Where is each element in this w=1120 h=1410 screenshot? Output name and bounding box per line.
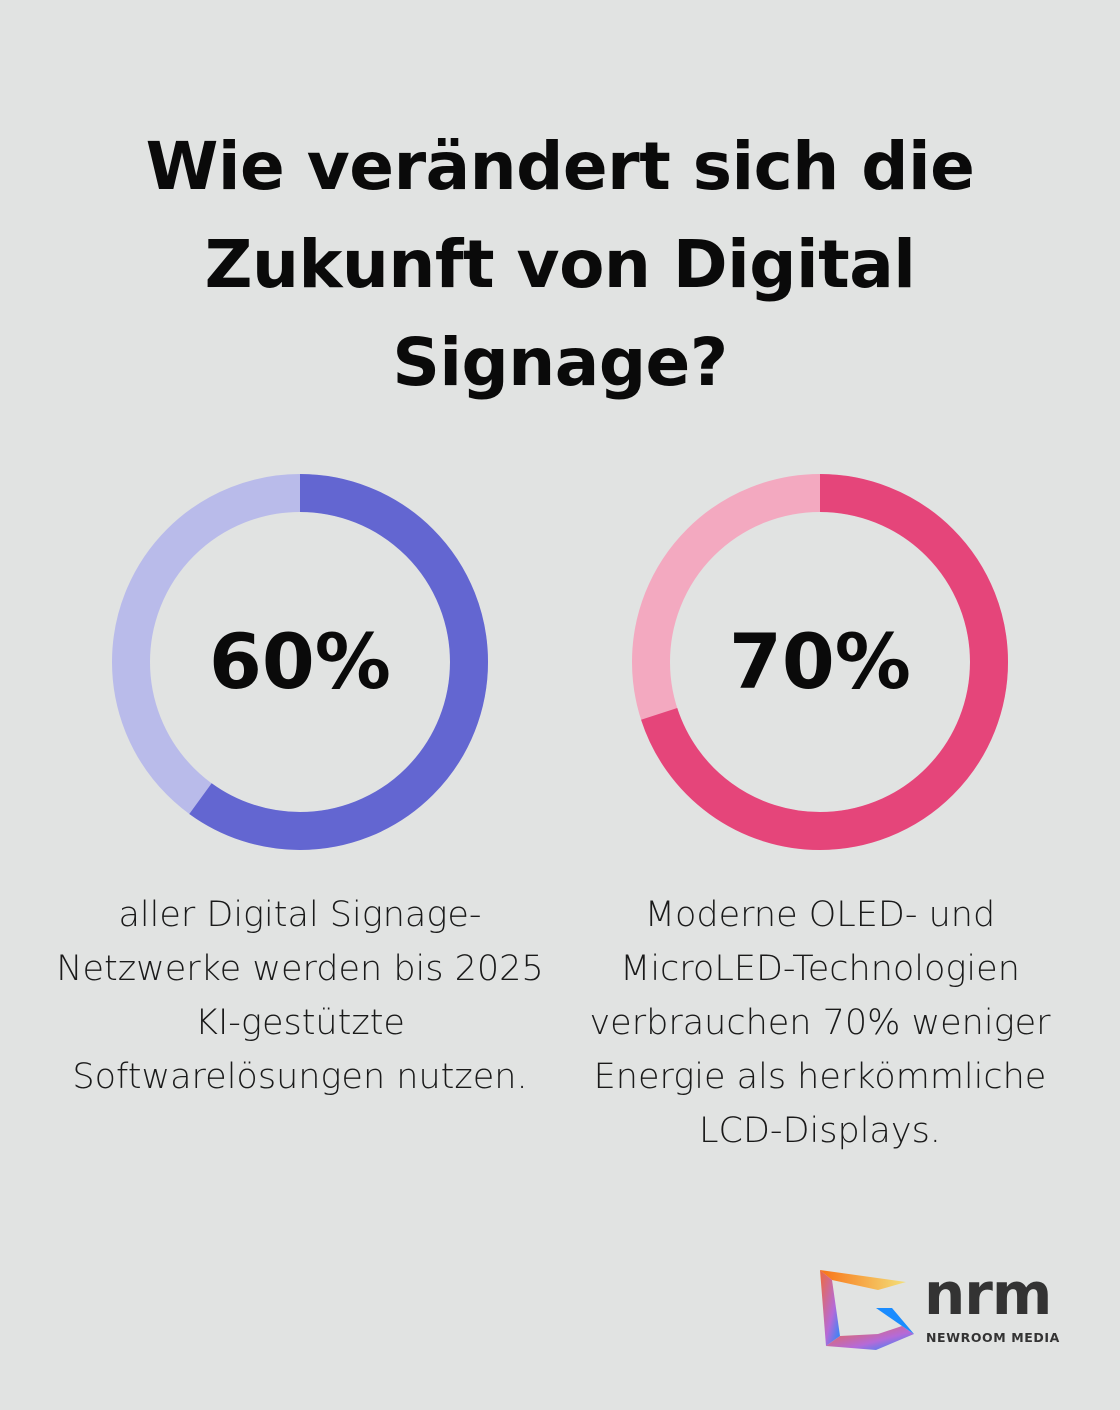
page-title: Wie verändert sich die Zukunft von Digit…	[145, 128, 975, 401]
logo-subtitle: NEWROOM MEDIA	[926, 1330, 1060, 1345]
donut-value-arc	[632, 474, 1008, 850]
donut-value-arc	[112, 474, 488, 850]
donut-percent-label: 60%	[209, 617, 391, 706]
donut-chart-2: 70%	[630, 472, 1010, 852]
logo-text: nrm	[924, 1260, 1052, 1328]
donut-description-2: Moderne OLED- und MicroLED-Technologien …	[589, 895, 1051, 1151]
donut-percent-label: 70%	[729, 617, 911, 706]
donut-svg-1	[112, 474, 488, 850]
donut-chart-1: 60%	[110, 472, 490, 852]
logo: nrm NEWROOM MEDIA	[818, 1260, 1068, 1358]
donut-description-1: aller Digital Signage-Netzwerke werden b…	[56, 895, 544, 1097]
donut-svg-2	[632, 474, 1008, 850]
logo-mark-icon	[820, 1270, 914, 1350]
